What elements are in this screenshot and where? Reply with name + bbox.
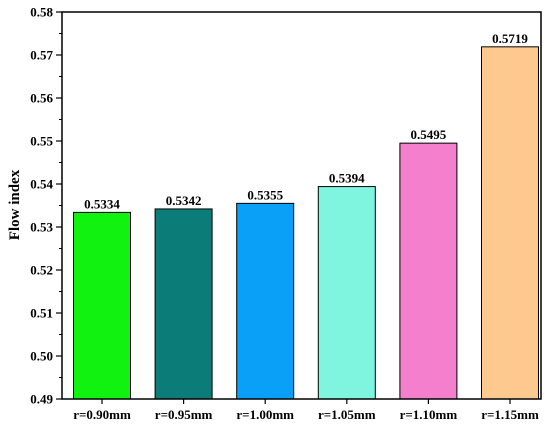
x-tick-label-r=0.90mm: r=0.90mm: [73, 407, 131, 422]
y-tick-label: 0.58: [30, 5, 53, 20]
y-tick-label: 0.50: [30, 349, 53, 364]
y-tick-label: 0.53: [30, 220, 53, 235]
bar-r=1.15mm: [481, 46, 539, 400]
data-labels: 0.5334 0.5342 0.5355 0.5394 0.5495 0.5719: [84, 31, 528, 212]
y-tick-label: 0.57: [30, 48, 53, 63]
y-tick-label: 0.49: [30, 392, 53, 407]
y-axis-label: Flow index: [7, 169, 23, 240]
y-tick-label: 0.51: [30, 306, 53, 321]
x-tick-label-r=1.00mm: r=1.00mm: [236, 407, 294, 422]
plot-frame: [61, 11, 542, 400]
y-tick-label: 0.54: [30, 177, 53, 192]
data-label-r=1.00mm: 0.5355: [247, 187, 283, 202]
bar-r=1.00mm: [236, 202, 295, 400]
x-tick-label-r=1.10mm: r=1.10mm: [400, 407, 458, 422]
x-axis-labels: r=0.90mm r=0.95mm r=1.00mm r=1.05mm r=1.10mm…: [73, 399, 539, 422]
x-tick-label-r=1.15mm: r=1.15mm: [481, 407, 539, 422]
y-tick-label: 0.55: [30, 134, 53, 149]
bar-r=0.95mm: [154, 208, 213, 400]
data-label-r=0.95mm: 0.5342: [166, 193, 202, 208]
y-tick-label: 0.56: [30, 91, 53, 106]
bars: [73, 46, 539, 400]
y-axis-ticks: 0.49 0.50 0.51 0.52 0.53 0.54 0.55 0.56 0.57 0.58: [30, 5, 62, 407]
y-tick-label: 0.52: [30, 263, 53, 278]
x-tick-label-r=0.95mm: r=0.95mm: [155, 407, 213, 422]
bar-r=0.90mm: [73, 211, 131, 400]
bar-r=1.10mm: [399, 142, 458, 400]
data-label-r=0.90mm: 0.5334: [84, 196, 120, 211]
data-label-r=1.10mm: 0.5495: [411, 127, 447, 142]
bar-r=1.05mm: [317, 186, 376, 400]
x-tick-label-r=1.05mm: r=1.05mm: [318, 407, 376, 422]
data-label-r=1.15mm: 0.5719: [492, 31, 528, 46]
data-label-r=1.05mm: 0.5394: [329, 171, 365, 186]
